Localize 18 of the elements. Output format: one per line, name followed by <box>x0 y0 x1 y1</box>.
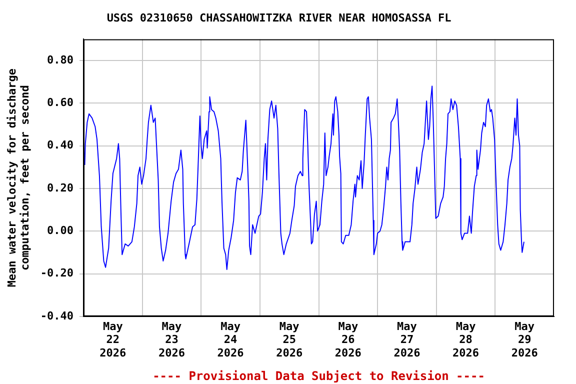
x-tick-label: May 25 2026 <box>276 320 303 360</box>
y-tick-label: 0.00 <box>47 224 74 237</box>
x-tick-label: May 27 2026 <box>394 320 421 360</box>
x-tick-label: May 23 2026 <box>158 320 186 360</box>
y-axis-title: Mean water velocity for discharge computation, feet per second <box>5 68 32 288</box>
x-tick-label: May 26 2026 <box>334 320 362 360</box>
x-tick-label: May 29 2026 <box>511 320 538 360</box>
y-tick-label: 0.20 <box>47 181 74 194</box>
x-tick-label: May 22 2026 <box>100 320 127 360</box>
y-tick-label: -0.40 <box>40 309 74 322</box>
x-tick-label: May 24 2026 <box>217 320 244 360</box>
y-tick-label: 0.60 <box>47 96 74 110</box>
text: ---- Provisional Data Subject to Revision ---- <box>152 369 485 383</box>
chart-title: USGS 02310650 CHASSAHOWITZKA RIVER NEAR HOMOSASSA FL <box>106 11 452 24</box>
y-tick-label: 0.80 <box>47 53 74 66</box>
x-tick-label: May 28 2026 <box>452 320 480 360</box>
y-tick-label: -0.20 <box>40 266 74 280</box>
y-tick-label: 0.40 <box>47 138 74 152</box>
